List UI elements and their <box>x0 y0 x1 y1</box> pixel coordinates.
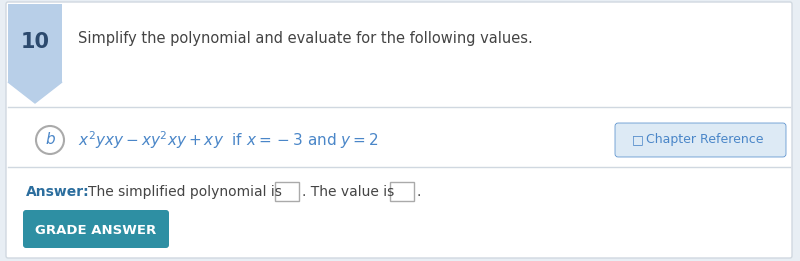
FancyBboxPatch shape <box>390 182 414 201</box>
FancyBboxPatch shape <box>8 4 62 82</box>
Polygon shape <box>8 82 62 103</box>
FancyBboxPatch shape <box>615 123 786 157</box>
Text: Chapter Reference: Chapter Reference <box>646 133 763 146</box>
FancyBboxPatch shape <box>23 210 169 248</box>
FancyBboxPatch shape <box>6 2 792 258</box>
Text: □: □ <box>632 133 644 146</box>
Text: b: b <box>45 133 55 147</box>
Text: GRADE ANSWER: GRADE ANSWER <box>35 223 157 236</box>
Text: . The value is: . The value is <box>302 185 394 199</box>
Text: Answer:: Answer: <box>26 185 90 199</box>
Text: The simplified polynomial is: The simplified polynomial is <box>88 185 282 199</box>
Text: $x^2yxy-xy^2xy+xy$  if $x=-3$ and $y=2$: $x^2yxy-xy^2xy+xy$ if $x=-3$ and $y=2$ <box>78 129 378 151</box>
Text: .: . <box>416 185 420 199</box>
FancyBboxPatch shape <box>275 182 299 201</box>
Text: 10: 10 <box>21 32 50 52</box>
Text: Simplify the polynomial and evaluate for the following values.: Simplify the polynomial and evaluate for… <box>78 31 533 45</box>
